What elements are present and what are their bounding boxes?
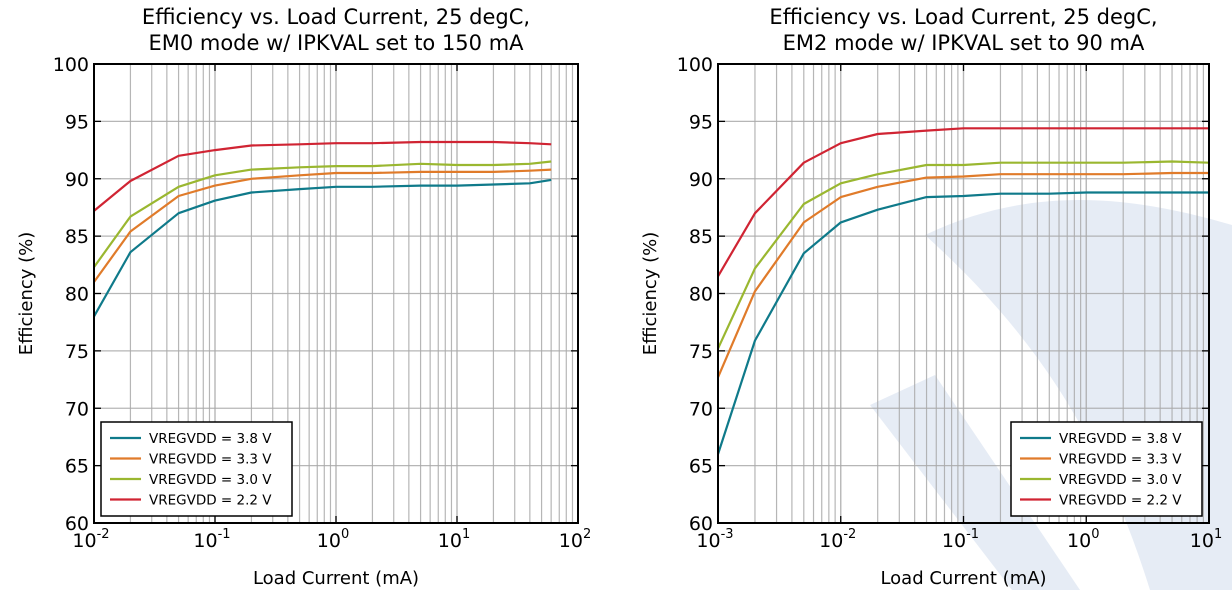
legend-label: VREGVDD = 2.2 V [149,493,272,509]
x-tick-label: 102 [559,527,591,552]
legend-label: VREGVDD = 3.3 V [149,452,272,468]
x-tick-label: 10-1 [942,527,979,552]
x-tick-label: 10-2 [819,527,856,552]
y-tick-label: 75 [689,341,713,363]
y-tick-label: 75 [65,341,89,363]
y-tick-label: 70 [689,398,713,420]
chart-title-line: EM2 mode w/ IPKVAL set to 90 mA [783,31,1145,55]
legend-label: VREGVDD = 3.0 V [1059,472,1182,488]
legend-label: VREGVDD = 2.2 V [1059,493,1182,509]
chart-title-line: EM0 mode w/ IPKVAL set to 150 mA [148,31,524,55]
y-tick-label: 85 [689,226,713,248]
series-line-vregvdd-3-0 [93,160,552,268]
series-line-vregvdd-2-2 [93,140,552,212]
x-tick-exponent: 1 [462,527,470,542]
x-axis-label: Load Current (mA) [880,568,1046,589]
x-tick-exponent: -1 [966,527,979,542]
series-line-vregvdd-3-0 [717,160,1210,350]
x-axis-label: Load Current (mA) [253,568,419,589]
legend: VREGVDD = 3.8 V VREGVDD = 3.3 V VREGVDD = … [1010,421,1203,517]
x-tick-exponent: 2 [583,527,591,542]
x-tick-label: 10-2 [72,527,109,552]
series-line-vregvdd-3-8 [93,178,552,317]
series-line-vregvdd-3-3 [93,168,552,283]
y-tick-label: 65 [65,456,89,478]
chart-em2-panel: Efficiency vs. Load Current, 25 degC,EM2… [640,5,1222,589]
x-tick-exponent: 0 [1091,527,1099,542]
legend-label: VREGVDD = 3.8 V [149,431,272,447]
legend-label: VREGVDD = 3.3 V [1059,452,1182,468]
x-tick-exponent: -2 [843,527,856,542]
y-tick-label: 65 [689,456,713,478]
watermark-logo [870,200,1232,590]
y-tick-label: 95 [65,111,89,133]
x-tick-label: 100 [1067,527,1099,552]
y-tick-label: 60 [65,513,89,535]
watermark-stroke-left [870,375,1080,590]
x-tick-exponent: -1 [218,527,231,542]
y-tick-label: 95 [689,111,713,133]
legend: VREGVDD = 3.8 V VREGVDD = 3.3 V VREGVDD = … [100,421,293,517]
x-tick-exponent: 1 [1214,527,1222,542]
y-tick-label: 60 [689,513,713,535]
x-tick-exponent: -2 [97,527,110,542]
x-tick-label: 10-1 [193,527,230,552]
y-tick-label: 90 [65,169,89,191]
legend-label: VREGVDD = 3.8 V [1059,431,1182,447]
y-axis-label: Efficiency (%) [640,232,661,356]
x-tick-exponent: 0 [341,527,349,542]
series-line-vregvdd-3-3 [716,171,1209,378]
chart-title-line: Efficiency vs. Load Current, 25 degC, [769,5,1157,29]
y-axis-label: Efficiency (%) [16,232,37,356]
series-line-vregvdd-3-8 [716,191,1209,455]
x-tick-label: 10-3 [696,527,733,552]
y-tick-label: 80 [65,284,89,306]
x-tick-label: 100 [317,527,349,552]
x-tick-label: 101 [438,527,470,552]
y-tick-label: 70 [65,398,89,420]
y-tick-label: 80 [689,284,713,306]
series-line-vregvdd-2-2 [717,127,1209,277]
x-tick-exponent: -3 [721,527,734,542]
y-tick-label: 100 [53,54,89,76]
y-tick-label: 85 [65,226,89,248]
chart-em0-panel: Efficiency vs. Load Current, 25 degC,EM0… [16,5,591,589]
legend-label: VREGVDD = 3.0 V [149,472,272,488]
chart-title-line: Efficiency vs. Load Current, 25 degC, [142,5,530,29]
y-tick-label: 100 [677,54,713,76]
y-tick-label: 90 [689,169,713,191]
